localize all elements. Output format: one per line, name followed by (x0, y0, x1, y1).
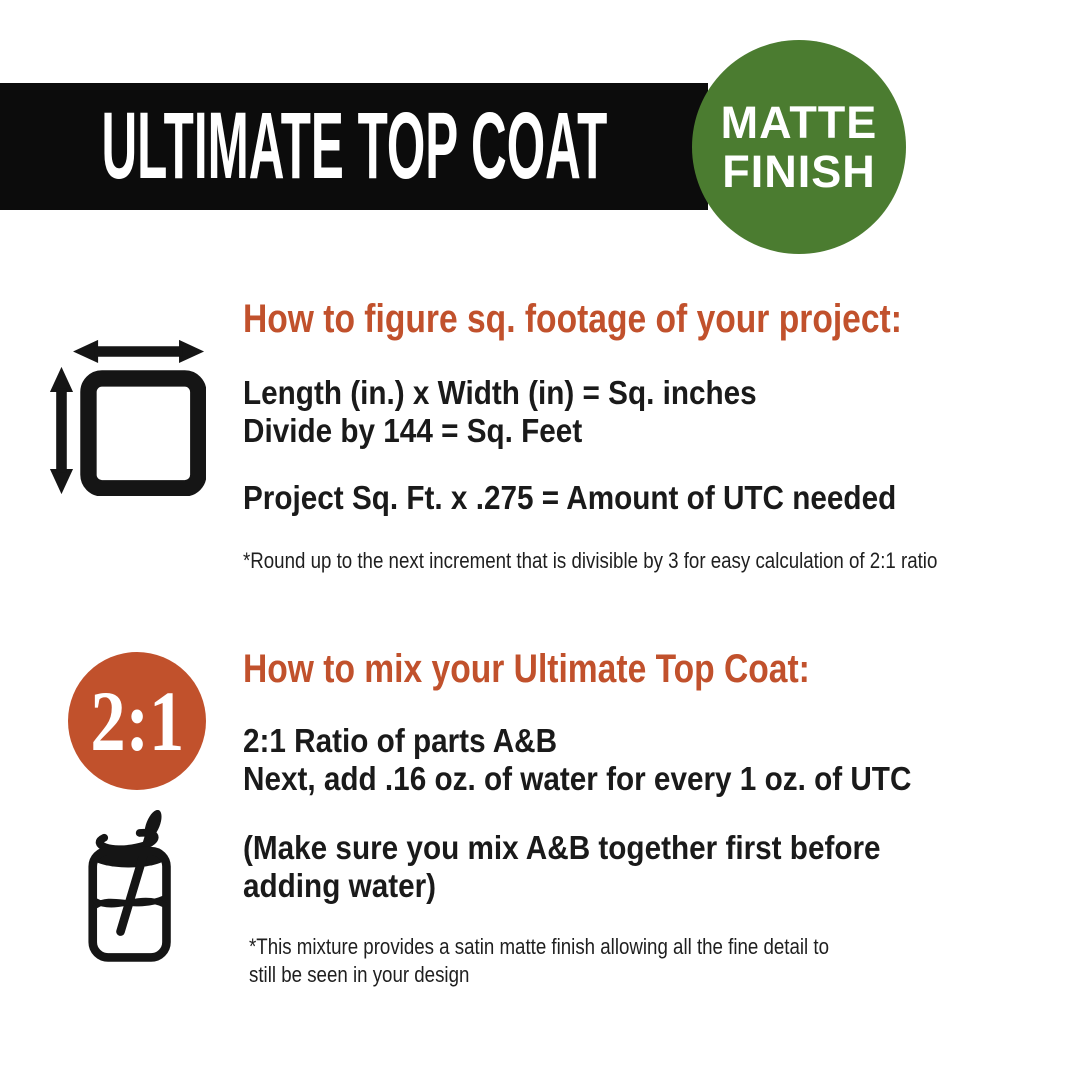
measure-square-icon (49, 339, 206, 496)
section1-formula: Length (in.) x Width (in) = Sq. inches D… (243, 374, 757, 449)
badge-line-1: MATTE (720, 97, 878, 148)
product-title: ULTIMATE TOP COAT (101, 93, 607, 199)
ratio-badge-label: 2:1 (89, 673, 184, 769)
section1-heading: How to figure sq. footage of your projec… (243, 297, 902, 341)
ratio-badge: 2:1 (68, 652, 206, 790)
matte-finish-badge: MATTE FINISH (692, 40, 906, 254)
mixing-cup-icon (88, 810, 171, 962)
section1-formula-2: Project Sq. Ft. x .275 = Amount of UTC n… (243, 479, 897, 516)
title-banner: ULTIMATE TOP COAT (0, 83, 708, 210)
section2-instructions: 2:1 Ratio of parts A&B Next, add .16 oz.… (243, 722, 912, 797)
badge-line-2: FINISH (722, 146, 876, 197)
section2-footnote: *This mixture provides a satin matte fin… (249, 934, 829, 987)
section2-heading: How to mix your Ultimate Top Coat: (243, 647, 810, 691)
section2-warning: (Make sure you mix A&B together first be… (243, 829, 881, 904)
section1-footnote: *Round up to the next increment that is … (243, 548, 938, 573)
